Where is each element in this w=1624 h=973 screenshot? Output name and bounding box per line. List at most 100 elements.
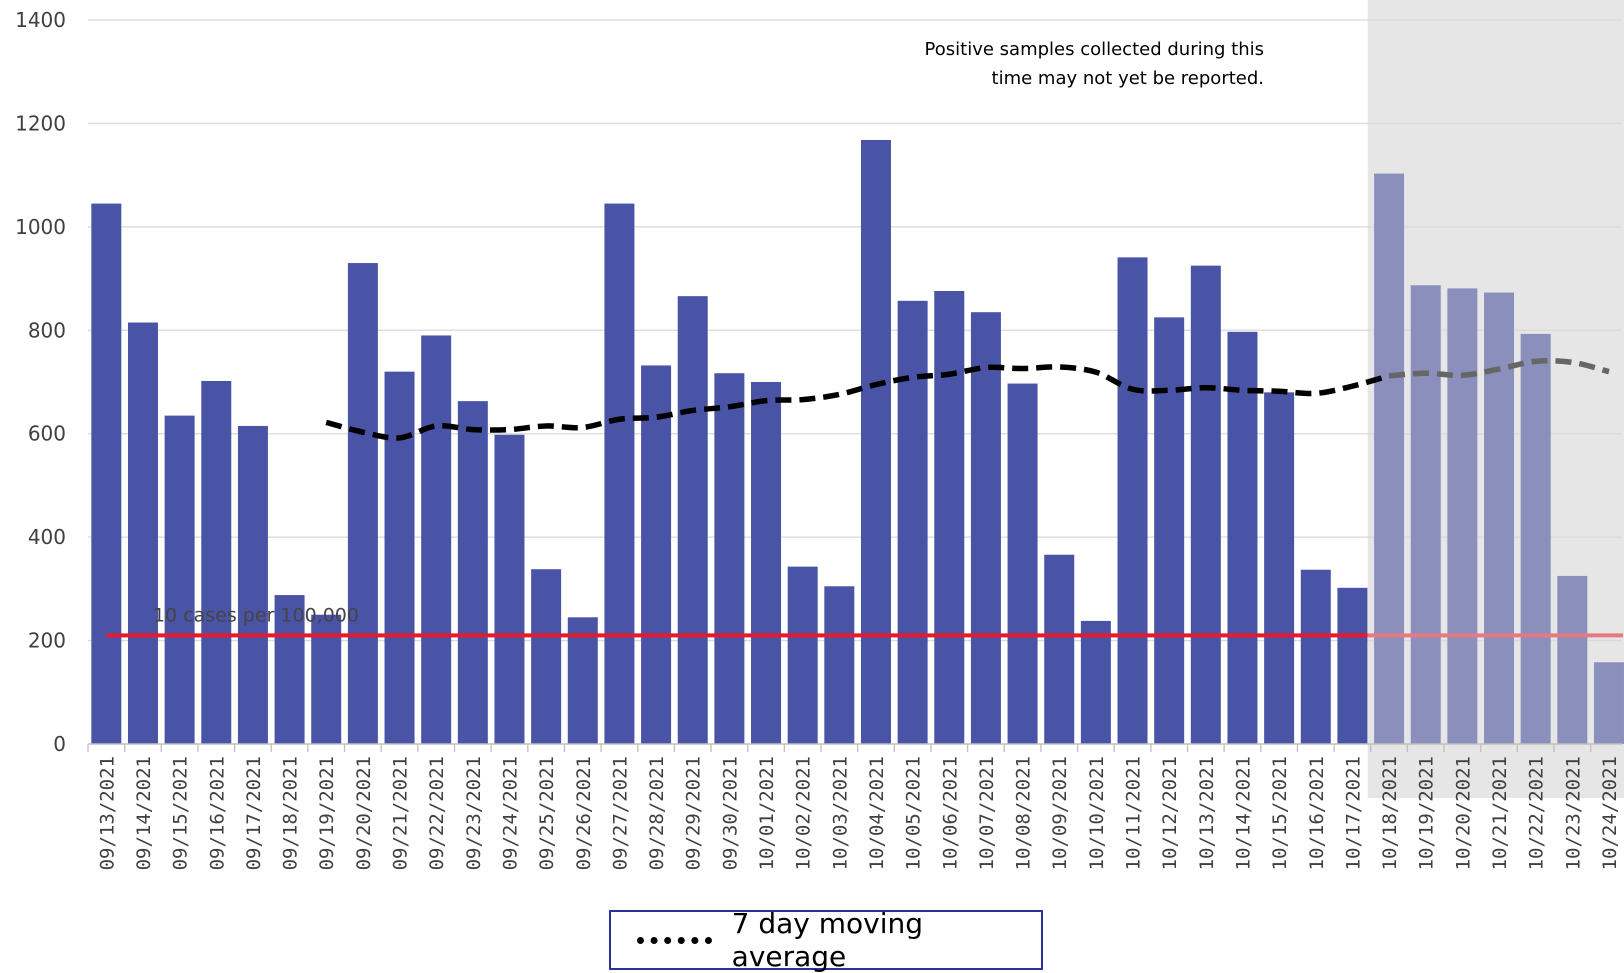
x-tick-label: 10/23/2021 [1562,756,1584,870]
x-tick-label: 09/28/2021 [646,756,668,870]
threshold-label: 10 cases per 100,000 [153,604,359,626]
x-tick-label: 10/03/2021 [829,756,851,870]
x-tick-label: 09/30/2021 [719,756,741,870]
bar [1410,285,1441,744]
x-tick-label: 09/13/2021 [96,756,118,870]
bar [787,566,818,744]
bar [201,380,232,744]
y-tick-label: 1000 [15,215,66,239]
gridlines [88,19,1622,642]
bar [1117,257,1148,744]
bar [347,263,378,744]
bar [164,415,195,744]
x-tick-label: 10/14/2021 [1232,756,1254,870]
bar [567,617,598,744]
bar [1447,288,1478,744]
bar [1154,317,1185,744]
bar [531,569,562,744]
bar [457,401,488,744]
x-tick-label: 10/20/2021 [1452,756,1474,870]
bar [860,139,891,744]
y-tick-labels: 0 200 400 600 800 1000 1200 1400 [15,8,66,756]
x-tick-label: 09/19/2021 [316,756,338,870]
pending-annotation-line-2: time may not yet be reported. [992,68,1264,89]
bar [127,322,158,744]
x-tick-label: 09/21/2021 [390,756,412,870]
x-tick-label: 10/04/2021 [866,756,888,870]
x-tick-label: 10/10/2021 [1086,756,1108,870]
x-tick-label: 10/18/2021 [1379,756,1401,870]
bar [274,595,305,744]
moving-average-segment [325,364,1390,441]
bar [1484,292,1515,744]
x-tick-label: 10/02/2021 [793,756,815,870]
x-tick-label: 10/21/2021 [1489,756,1511,870]
bars [91,139,1624,745]
bar [91,203,122,745]
x-tick-label: 09/15/2021 [170,756,192,870]
bar [494,434,525,744]
bar [641,365,672,744]
y-tick-label: 0 [53,732,66,756]
x-tick-label: 10/15/2021 [1269,756,1291,870]
x-tick-label: 10/24/2021 [1599,756,1621,870]
bar [897,300,928,744]
x-tick-label: 10/01/2021 [756,756,778,870]
x-tick-label: 10/13/2021 [1196,756,1218,870]
x-tick-label: 10/16/2021 [1306,756,1328,870]
x-tick-label: 09/22/2021 [426,756,448,870]
moving-average-line [325,357,1610,441]
legend-label: 7 day moving average [731,907,924,973]
x-tick-label: 09/24/2021 [499,756,521,870]
x-tick-label: 10/05/2021 [903,756,925,870]
pending-annotation-line-1: Positive samples collected during this [925,39,1264,60]
x-tick-label: 09/25/2021 [536,756,558,870]
bar [1190,265,1221,744]
x-tick-label: 10/11/2021 [1123,756,1145,870]
x-tick-label: 10/12/2021 [1159,756,1181,870]
bar [934,290,965,744]
x-tick-label: 10/08/2021 [1013,756,1035,870]
bar [824,586,855,744]
x-tick-label: 09/23/2021 [463,756,485,870]
bar [677,296,708,744]
bar [1337,587,1368,744]
x-tick-label: 09/14/2021 [133,756,155,870]
x-tick-label: 09/20/2021 [353,756,375,870]
bar [751,382,782,744]
y-tick-label: 1200 [15,111,66,135]
x-tick-label: 10/09/2021 [1049,756,1071,870]
bar [970,312,1001,744]
legend: 7 day moving average [609,907,1043,973]
bar [1300,569,1331,744]
bar [604,203,635,745]
bar [237,425,268,744]
bar [714,373,745,744]
x-tick-label: 09/29/2021 [683,756,705,870]
bar [1044,554,1075,744]
x-tick-label: 10/17/2021 [1342,756,1364,870]
x-tick-label: 10/19/2021 [1416,756,1438,870]
moving-average-segment-pending [1388,357,1610,379]
x-tick-labels: 09/13/2021 09/14/2021 09/15/2021 09/16/2021… [87,744,1621,870]
y-tick-label: 600 [28,422,66,446]
x-tick-label: 09/27/2021 [609,756,631,870]
y-tick-label: 1400 [15,8,66,32]
bar [1080,620,1111,744]
x-tick-label: 09/26/2021 [573,756,595,870]
bar [1007,383,1038,744]
bar [1227,331,1258,744]
bar [1520,333,1551,744]
x-tick-label: 09/18/2021 [280,756,302,870]
legend-dashed-line-swatch [637,936,712,944]
x-tick-label: 10/07/2021 [976,756,998,870]
x-tick-label: 09/17/2021 [243,756,265,870]
y-tick-label: 400 [28,525,66,549]
x-tick-label: 09/16/2021 [206,756,228,870]
x-tick-label: 10/06/2021 [939,756,961,870]
bar [1264,392,1295,744]
x-tick-label: 10/22/2021 [1526,756,1548,870]
bar [384,371,415,744]
bar [421,335,452,744]
